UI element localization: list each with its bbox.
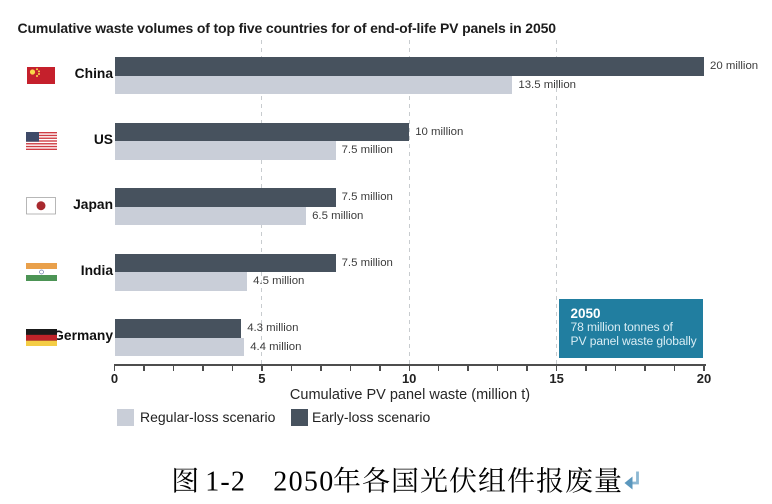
svg-text:2050: 2050 [273, 467, 334, 498]
svg-text:1-2: 1-2 [205, 467, 246, 498]
